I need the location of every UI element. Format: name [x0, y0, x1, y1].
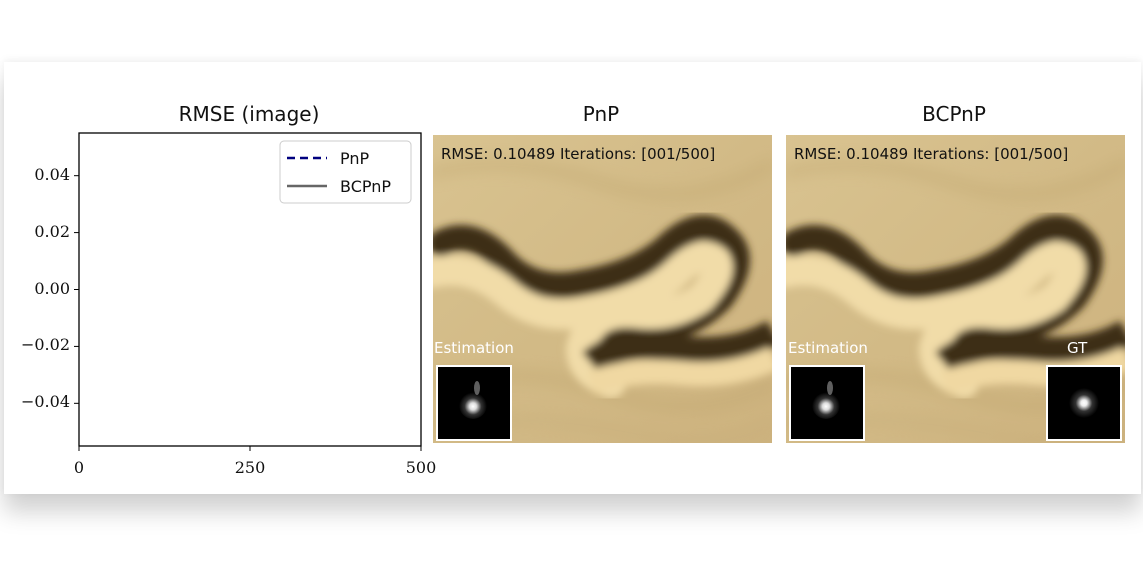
x-tick-label: 250 — [234, 458, 266, 477]
bcpnp-kernel-ground-truth — [1046, 365, 1122, 441]
legend-label-pnp: PnP — [340, 149, 370, 168]
y-tick-label: −0.02 — [20, 335, 70, 355]
bcpnp-kernel-estimate — [789, 365, 865, 441]
pnp-kernel-estimate — [436, 365, 512, 441]
y-tick-label: 0.02 — [34, 221, 70, 241]
snake-track — [431, 215, 774, 398]
bcpnp-estimation-label: Estimation — [788, 339, 868, 357]
x-tick-label: 0 — [73, 458, 85, 477]
chart-title: RMSE (image) — [178, 102, 320, 126]
bcpnp-image-panel: RMSE: 0.10489 Iterations: [001/500] Esti… — [784, 133, 1127, 445]
pnp-estimation-label: Estimation — [434, 339, 514, 357]
legend-box — [279, 140, 412, 204]
pnp-image-panel: RMSE: 0.10489 Iterations: [001/500] Esti… — [431, 133, 774, 445]
bcpnp-status-text: RMSE: 0.10489 Iterations: [001/500] — [794, 145, 1068, 163]
x-tick-label: 500 — [405, 458, 437, 477]
legend-label-bcpnp: BCPnP — [340, 177, 391, 196]
y-tick-label: 0.00 — [34, 278, 70, 298]
pnp-title: PnP — [582, 102, 620, 126]
bcpnp-gt-label: GT — [1067, 339, 1088, 357]
y-tick-label: −0.04 — [20, 392, 70, 412]
bcpnp-title: BCPnP — [922, 102, 986, 126]
y-tick-label: 0.04 — [34, 164, 70, 184]
pnp-status-text: RMSE: 0.10489 Iterations: [001/500] — [441, 145, 715, 163]
